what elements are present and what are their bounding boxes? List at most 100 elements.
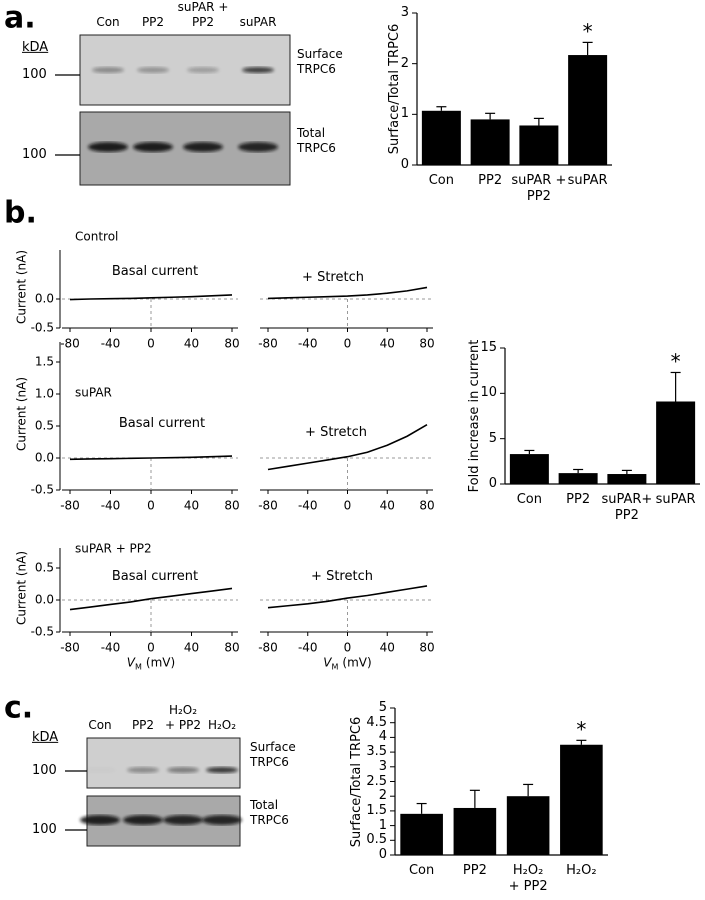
error-bar <box>469 789 480 808</box>
blot-band <box>183 142 223 152</box>
blot-band <box>137 67 169 73</box>
blot-row-label: Total TRPC6 <box>250 798 289 827</box>
blot-band <box>127 767 159 773</box>
blot-band <box>202 815 242 825</box>
blot-band <box>167 767 199 773</box>
y-tick-label: 1.5 <box>34 354 54 369</box>
bar <box>519 125 559 165</box>
bar <box>509 454 549 484</box>
lane-label: H₂O₂ <box>207 718 237 732</box>
y-tick-label: 0 <box>378 846 387 862</box>
blot-band <box>163 815 203 825</box>
error-bar <box>485 112 496 120</box>
blot-band <box>123 815 163 825</box>
iv-curve <box>69 294 233 301</box>
x-tick-label: H₂O₂ + PP2 <box>508 863 548 895</box>
x-tick-label: 40 <box>183 640 200 655</box>
y-tick-label: 3.5 <box>366 743 387 759</box>
blot-band <box>187 67 219 73</box>
panel-letter: c. <box>4 690 34 726</box>
blot-row-label: Surface TRPC6 <box>250 740 296 769</box>
bar <box>470 119 510 165</box>
annotation: + Stretch <box>311 568 373 584</box>
x-axis-label-part: V <box>323 655 332 670</box>
x-tick-label: 80 <box>224 640 240 655</box>
blot-band <box>88 142 128 152</box>
x-tick-label: suPAR + PP2 <box>511 173 567 205</box>
annotation: + Stretch <box>302 269 364 285</box>
blot-band <box>242 67 274 73</box>
error-bar <box>416 802 427 814</box>
error-bar <box>576 739 587 745</box>
error-bar <box>573 468 584 474</box>
iv-curve <box>267 424 428 471</box>
y-tick-label: 2 <box>378 788 387 804</box>
x-tick-label: 40 <box>379 336 395 351</box>
x-tick-label: -80 <box>258 498 278 513</box>
y-axis-label: Current (nA) <box>14 376 29 452</box>
x-tick-label: 0 <box>147 336 155 351</box>
row-label: suPAR <box>75 385 112 400</box>
x-tick-label: PP2 <box>566 492 591 507</box>
iv-curve <box>69 455 233 461</box>
y-axis-label: Current (nA) <box>14 249 29 325</box>
y-tick-label: 1.0 <box>34 386 54 401</box>
bar <box>421 110 461 165</box>
unit-label: kDA <box>22 39 49 55</box>
blot-band <box>80 815 120 825</box>
lane-label: Con <box>96 15 120 29</box>
x-axis-label-part: M <box>135 662 142 672</box>
blot-band <box>238 142 278 152</box>
y-tick-label: 2.5 <box>366 773 387 789</box>
x-tick-label: suPAR <box>655 492 696 507</box>
significance-mark: * <box>576 717 587 742</box>
lane-label: Con <box>88 718 112 732</box>
x-axis-label-part: V <box>126 655 136 670</box>
y-tick-label: 2 <box>400 55 409 71</box>
blot-image <box>86 737 241 789</box>
lane-label: H₂O₂ + PP2 <box>165 703 201 732</box>
x-tick-label: -80 <box>60 640 80 655</box>
lane-label: PP2 <box>141 15 165 29</box>
blot-row-label: Surface TRPC6 <box>297 47 343 76</box>
x-tick-label: -80 <box>60 498 80 513</box>
y-axis-label: Fold increase in current <box>466 339 482 493</box>
x-tick-label: Con <box>428 173 455 188</box>
iv-curve <box>69 587 233 611</box>
x-tick-label: -80 <box>258 640 278 655</box>
marker-label: 100 <box>32 821 57 837</box>
x-tick-label: -80 <box>60 336 80 351</box>
y-tick-label: 0.5 <box>366 832 387 848</box>
y-tick-label: 0 <box>400 156 409 172</box>
bar <box>568 55 608 166</box>
y-tick-label: 1.5 <box>366 802 387 818</box>
x-tick-label: 40 <box>183 336 200 351</box>
annotation: Basal current <box>118 415 206 431</box>
x-tick-label: 80 <box>419 640 435 655</box>
y-tick-label: 15 <box>480 339 497 355</box>
x-tick-label: 80 <box>224 336 240 351</box>
lane-label: suPAR <box>239 15 277 29</box>
y-tick-label: 4 <box>378 729 387 745</box>
blot-band <box>84 767 116 773</box>
y-tick-label: 3 <box>378 758 387 774</box>
bar <box>607 474 647 484</box>
marker-label: 100 <box>22 66 47 82</box>
x-tick-label: 80 <box>419 498 435 513</box>
significance-mark: * <box>582 19 593 44</box>
x-tick-label: 80 <box>224 498 240 513</box>
x-axis-label-part: M <box>331 662 339 672</box>
y-tick-label: 10 <box>480 385 497 401</box>
x-tick-label: suPAR <box>567 173 608 188</box>
x-tick-label: -40 <box>297 336 318 351</box>
marker-label: 100 <box>22 146 47 162</box>
x-axis-label: VM (mV) <box>127 655 175 672</box>
x-tick-label: 80 <box>419 336 435 351</box>
y-tick-label: 5 <box>488 430 497 446</box>
bar <box>506 796 550 855</box>
x-tick-label: 0 <box>343 640 352 655</box>
annotation: + Stretch <box>305 424 367 440</box>
blot-row-label: Total TRPC6 <box>297 125 336 155</box>
x-axis-label: VM (mV) <box>323 655 371 672</box>
x-tick-label: Con <box>408 863 435 878</box>
